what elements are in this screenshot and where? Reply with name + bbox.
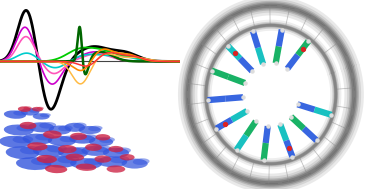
- Ellipse shape: [110, 156, 129, 163]
- Ellipse shape: [48, 136, 76, 146]
- Ellipse shape: [28, 122, 54, 132]
- Ellipse shape: [43, 156, 77, 168]
- Ellipse shape: [58, 125, 73, 131]
- Ellipse shape: [4, 110, 26, 119]
- Ellipse shape: [16, 157, 51, 170]
- Ellipse shape: [27, 142, 47, 150]
- Ellipse shape: [4, 125, 34, 136]
- Ellipse shape: [49, 125, 71, 135]
- Ellipse shape: [21, 108, 39, 115]
- Ellipse shape: [22, 134, 52, 145]
- Ellipse shape: [23, 106, 32, 110]
- Ellipse shape: [65, 154, 84, 161]
- Ellipse shape: [59, 136, 78, 142]
- Ellipse shape: [31, 157, 54, 165]
- Ellipse shape: [71, 147, 90, 154]
- Ellipse shape: [89, 137, 113, 146]
- Ellipse shape: [57, 156, 79, 163]
- Ellipse shape: [108, 146, 123, 152]
- Ellipse shape: [84, 158, 104, 165]
- Ellipse shape: [37, 107, 44, 110]
- Ellipse shape: [18, 106, 31, 112]
- Ellipse shape: [46, 145, 67, 152]
- Ellipse shape: [70, 133, 87, 140]
- Ellipse shape: [120, 154, 135, 160]
- Ellipse shape: [97, 156, 127, 167]
- Ellipse shape: [69, 135, 95, 144]
- Ellipse shape: [13, 136, 33, 143]
- Ellipse shape: [20, 146, 42, 154]
- Ellipse shape: [95, 155, 111, 163]
- Ellipse shape: [114, 147, 131, 154]
- Ellipse shape: [82, 146, 109, 156]
- Ellipse shape: [80, 134, 97, 140]
- Ellipse shape: [35, 133, 55, 140]
- Ellipse shape: [133, 158, 150, 165]
- Ellipse shape: [33, 145, 64, 157]
- Ellipse shape: [58, 145, 77, 153]
- Ellipse shape: [95, 134, 110, 140]
- Ellipse shape: [79, 126, 101, 134]
- Ellipse shape: [28, 108, 41, 113]
- Ellipse shape: [122, 159, 148, 169]
- Ellipse shape: [40, 113, 51, 117]
- Ellipse shape: [103, 148, 129, 158]
- Ellipse shape: [45, 165, 67, 173]
- Ellipse shape: [94, 146, 111, 152]
- Ellipse shape: [107, 165, 125, 173]
- Ellipse shape: [0, 136, 31, 148]
- Ellipse shape: [73, 122, 87, 129]
- Ellipse shape: [32, 107, 43, 112]
- Ellipse shape: [16, 124, 36, 131]
- Ellipse shape: [37, 155, 57, 163]
- Ellipse shape: [43, 130, 62, 139]
- Ellipse shape: [76, 163, 96, 171]
- Ellipse shape: [99, 137, 115, 143]
- Ellipse shape: [20, 122, 36, 129]
- Ellipse shape: [6, 146, 39, 159]
- Ellipse shape: [65, 123, 85, 132]
- Ellipse shape: [70, 158, 102, 169]
- Ellipse shape: [39, 122, 56, 129]
- Ellipse shape: [88, 126, 102, 131]
- Ellipse shape: [13, 110, 28, 116]
- Ellipse shape: [58, 147, 88, 158]
- Ellipse shape: [33, 113, 49, 120]
- Ellipse shape: [85, 144, 102, 151]
